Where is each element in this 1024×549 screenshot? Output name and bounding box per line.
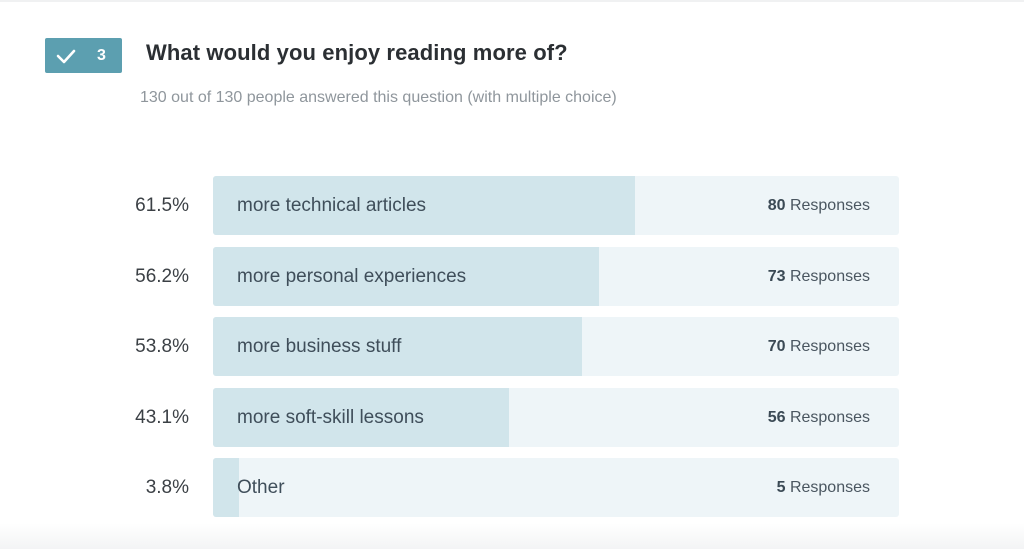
answer-row: 3.8% Other 5 Responses (0, 458, 1024, 517)
answer-bar-track: more business stuff 70 Responses (213, 317, 899, 376)
question-badge: 3 (45, 38, 122, 73)
answer-label: more soft-skill lessons (237, 407, 424, 428)
answer-row: 43.1% more soft-skill lessons 56 Responses (0, 388, 1024, 447)
answer-bar-track: more soft-skill lessons 56 Responses (213, 388, 899, 447)
answer-bar-track: more personal experiences 73 Responses (213, 247, 899, 306)
answer-responses: 70 Responses (768, 317, 870, 376)
answer-responses: 80 Responses (768, 176, 870, 235)
answer-label: Other (237, 477, 285, 498)
response-count: 70 (767, 338, 786, 355)
response-count: 5 (776, 479, 786, 496)
answer-bar-track: more technical articles 80 Responses (213, 176, 899, 235)
answer-row: 56.2% more personal experiences 73 Respons… (0, 247, 1024, 306)
answer-bar-fill (213, 317, 582, 376)
response-unit: Responses (785, 338, 870, 355)
answer-bar-fill (213, 458, 239, 517)
answer-percent: 3.8% (145, 477, 189, 498)
response-count: 80 (767, 197, 786, 214)
response-unit: Responses (785, 479, 870, 496)
answer-responses: 5 Responses (777, 458, 870, 517)
question-subtitle: 130 out of 130 people answered this ques… (140, 89, 617, 106)
answer-row: 53.8% more business stuff 70 Responses (0, 317, 1024, 376)
answer-percent: 43.1% (135, 407, 189, 428)
top-divider (0, 0, 1024, 2)
response-unit: Responses (785, 268, 870, 285)
response-unit: Responses (785, 409, 870, 426)
check-icon (47, 38, 85, 73)
response-count: 56 (767, 409, 786, 426)
answer-label: more technical articles (237, 195, 427, 216)
answer-bar-fill (213, 247, 599, 306)
question-number: 3 (97, 46, 106, 64)
answer-row: 61.5% more technical articles 80 Responses (0, 176, 1024, 235)
answer-responses: 73 Responses (768, 247, 870, 306)
response-count: 73 (767, 268, 786, 285)
answer-bar-track: Other 5 Responses (213, 458, 899, 517)
answer-percent: 61.5% (135, 195, 189, 216)
answer-percent: 53.8% (135, 336, 189, 357)
bottom-fade (0, 523, 1024, 549)
answer-label: more personal experiences (237, 266, 467, 287)
answer-percent: 56.2% (135, 266, 189, 287)
answer-bar-fill (213, 176, 635, 235)
answer-bar-fill (213, 388, 509, 447)
question-title: What would you enjoy reading more of? (146, 40, 568, 65)
answer-label: more business stuff (237, 336, 402, 357)
answer-responses: 56 Responses (768, 388, 870, 447)
response-unit: Responses (785, 197, 870, 214)
